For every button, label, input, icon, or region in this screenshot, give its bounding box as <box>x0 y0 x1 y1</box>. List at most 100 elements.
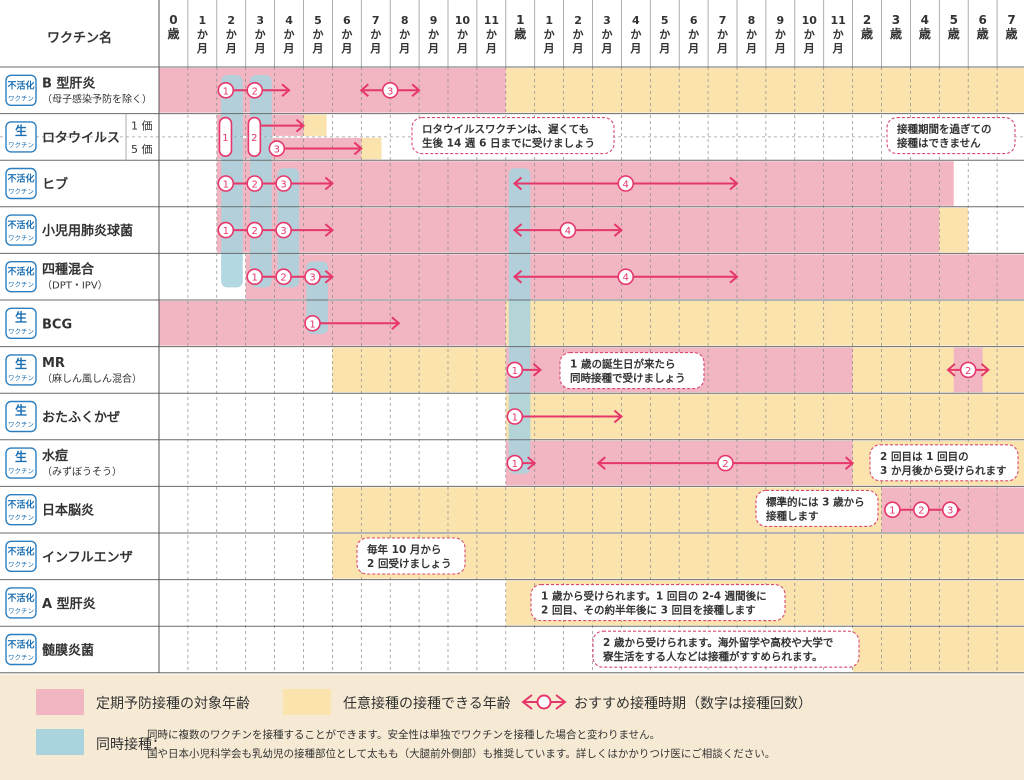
callout-text: 1 歳から受けられます。1 回目の 2-4 週間後に <box>541 590 767 603</box>
callout-note: 2 歳から受けられます。海外留学や高校や大学で寮生活をする人などは接種がすすめら… <box>592 630 860 668</box>
arrow-head <box>946 363 956 377</box>
arrow-head <box>532 363 543 377</box>
dose-marker <box>559 221 577 239</box>
legend-recommended-label: おすすめ接種時期（数字は接種回数） <box>574 696 812 712</box>
badge-word-text: ワクチン <box>8 654 34 662</box>
age-column-label: か <box>717 28 728 41</box>
dose-marker <box>617 175 635 192</box>
badge-frame <box>5 354 37 386</box>
badge-word-text: ワクチン <box>8 421 34 429</box>
dose-marker <box>506 361 524 379</box>
age-column-label: 7 <box>372 14 380 27</box>
age-column-label: か <box>284 28 295 41</box>
badge-frame <box>5 261 37 293</box>
vaccine-column-header: ワクチン名 <box>47 30 112 46</box>
dose-number: 1 <box>223 180 229 191</box>
dose-marker <box>304 268 321 286</box>
dose-marker <box>912 501 930 519</box>
age-column-label: 月 <box>658 42 670 55</box>
badge-frame <box>5 400 37 433</box>
dose-number: 1 <box>512 366 518 377</box>
vaccine-name: 小児用肺炎球菌 <box>42 223 133 239</box>
badge-frame <box>5 633 37 666</box>
age-column-label: か <box>341 28 352 41</box>
badge-word-text: ワクチン <box>8 560 34 568</box>
arrow-head <box>324 176 334 191</box>
age-column-label: か <box>746 28 757 41</box>
recommended-period-arrow: 1 <box>506 408 623 425</box>
badge-word-text: ワクチン <box>8 327 34 335</box>
age-column-label: 月 <box>196 42 208 55</box>
arrow-head <box>359 83 369 98</box>
age-column-label: 月 <box>832 42 844 55</box>
age-column-label: 月 <box>225 42 237 55</box>
badge-frame <box>5 167 37 200</box>
arrow-head <box>512 223 523 237</box>
age-column-label: か <box>573 28 584 41</box>
dose-number: 3 <box>274 145 280 156</box>
badge-kind-text: 不活化 <box>7 266 34 278</box>
age-column-label: 6 <box>978 13 986 27</box>
age-column-label: 11 <box>830 14 845 27</box>
age-column-label: 月 <box>283 42 295 55</box>
dose-marker <box>941 501 959 519</box>
vaccine-name: 日本脳炎 <box>42 503 94 519</box>
dose-marker <box>275 221 292 239</box>
recommended-period-arrow: 3 <box>359 82 421 99</box>
arrow-head <box>613 409 623 424</box>
callout-box <box>356 537 466 575</box>
recommended-period-arrow: 4 <box>512 221 623 239</box>
dose-number: 2 <box>965 366 971 377</box>
legend-simultaneous-note-1: 同時に複数のワクチンを接種することができます。安全性は単独でワクチンを接種した場… <box>147 729 661 741</box>
callout-text: 接種します <box>766 509 819 522</box>
age-column-label: 月 <box>774 42 786 55</box>
badge-kind-text: 不活化 <box>7 173 34 185</box>
badge-word-text: ワクチン <box>8 94 34 102</box>
badge-kind-text: 不活化 <box>7 79 34 91</box>
age-column-label: 歳 <box>948 26 960 41</box>
dose-number: 1 <box>889 506 895 517</box>
age-column-label: 歳 <box>514 26 526 41</box>
callout-text: 毎年 10 月から <box>367 543 441 556</box>
badge-frame <box>5 540 37 572</box>
age-column-label: 8 <box>401 14 409 27</box>
legend-routine-swatch <box>36 689 84 715</box>
arrow-head <box>844 456 855 470</box>
dose-number: 3 <box>387 86 393 97</box>
age-column-label: か <box>804 28 815 41</box>
legend-routine-label: 定期予防接種の対象年齢 <box>96 696 250 712</box>
age-column-label: 歳 <box>1006 26 1018 41</box>
vaccine-name: ヒブ <box>42 177 68 193</box>
age-column-label: か <box>601 28 612 41</box>
optional-period-bar <box>303 114 327 136</box>
dose-marker <box>959 361 977 379</box>
age-column-label: 7 <box>1007 13 1015 27</box>
dose-number: 1 <box>512 413 518 424</box>
sub-row-label: 1 価 <box>131 120 153 133</box>
age-column-label: 8 <box>748 14 756 27</box>
legend-simultaneous-label: 同時接種： <box>96 737 166 753</box>
arrow-head <box>391 316 401 331</box>
callout-box <box>869 444 1019 482</box>
age-column-label: 月 <box>600 42 612 55</box>
dose-marker <box>246 268 263 286</box>
age-column-label: 4 <box>285 14 293 27</box>
legend-simultaneous-swatch <box>36 729 84 755</box>
legend-optional-label: 任意接種の接種できる年齢 <box>343 696 511 712</box>
badge-kind-text: 生 <box>15 356 27 371</box>
badge-kind-text: 不活化 <box>7 639 34 651</box>
optional-period-bar <box>505 68 1024 113</box>
legend-optional-swatch <box>283 689 331 715</box>
age-column-label: 歳 <box>890 26 902 41</box>
age-column-label: 10 <box>455 14 471 27</box>
age-column-label: 月 <box>572 42 584 55</box>
recommended-period-arrow: 1 2 3 <box>217 175 334 192</box>
badge-word-text: ワクチン <box>8 374 34 382</box>
age-column-label: 月 <box>398 42 410 55</box>
